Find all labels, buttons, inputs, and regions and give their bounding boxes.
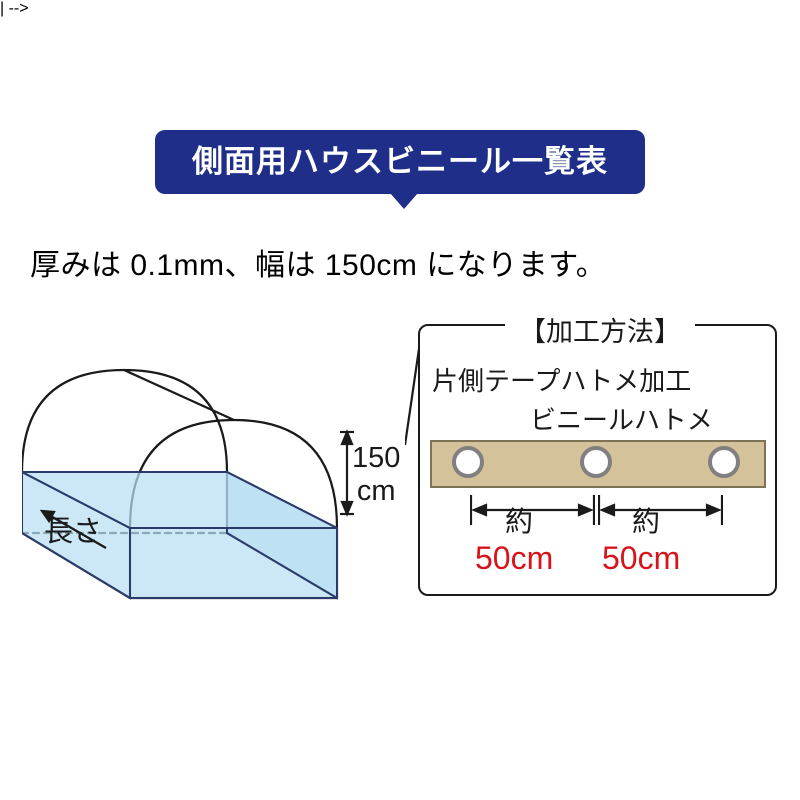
callout-text-grommet: ビニールハトメ: [530, 400, 713, 437]
grommet-icon: [452, 446, 484, 478]
height-value: 150: [352, 442, 400, 474]
height-unit: cm: [357, 475, 396, 507]
grommet-icon: [580, 446, 612, 478]
height-label: 150 cm: [352, 442, 400, 509]
subtitle-text: 厚みは 0.1mm、幅は 150cm になります。: [30, 240, 606, 284]
grommet-icon: [708, 446, 740, 478]
dim-value: 50cm: [602, 540, 680, 577]
title-pointer: [390, 193, 418, 209]
length-label: 長さ: [44, 508, 102, 550]
callout-text-tape: 片側テープハトメ加工: [432, 361, 691, 398]
dim-value: 50cm: [475, 540, 553, 577]
dimension-bracket: [598, 495, 723, 525]
callout-title: 【加工方法】: [480, 310, 720, 349]
dim-approx-label: 約: [632, 500, 660, 540]
dim-approx-label: 約: [505, 500, 533, 540]
title-banner: 側面用ハウスビニール一覧表: [155, 130, 645, 194]
